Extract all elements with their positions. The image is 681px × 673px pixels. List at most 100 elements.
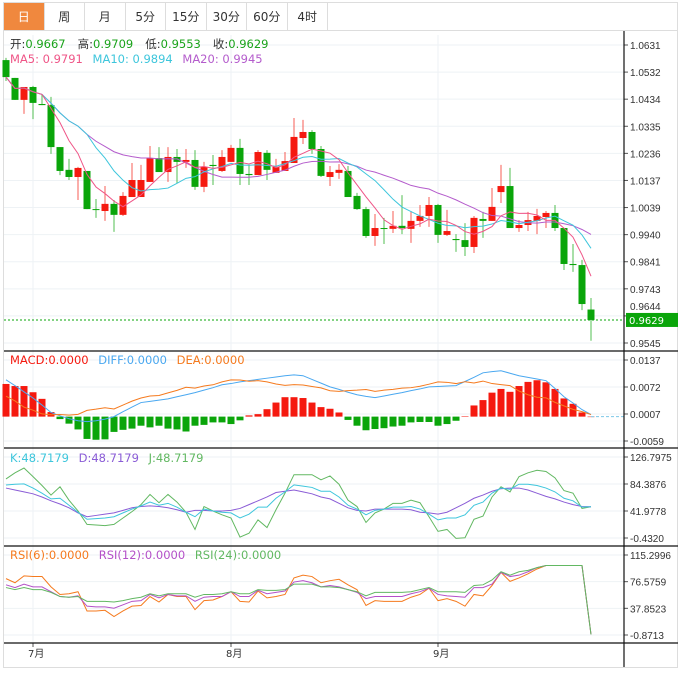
- rsi-legend: RSI(6):0.0000 RSI(12):0.0000 RSI(24):0.0…: [10, 549, 287, 562]
- candle-down: [191, 159, 199, 187]
- candle-up: [416, 215, 424, 221]
- macd-bar-negative: [218, 416, 226, 423]
- candle-up: [218, 156, 226, 171]
- tab-4[interactable]: 15分: [166, 3, 207, 30]
- macd-bar-positive: [254, 414, 262, 417]
- candle-up: [470, 217, 478, 247]
- ohlc-value: 0.9553: [160, 37, 201, 51]
- macd-bar-positive: [506, 391, 514, 417]
- price-tick-label: 0.9841: [630, 258, 661, 269]
- candle-down: [398, 225, 406, 229]
- macd-bar-negative: [56, 416, 64, 420]
- macd-bar-negative: [128, 416, 136, 429]
- macd-bar-positive: [308, 402, 316, 417]
- candle-down: [65, 169, 73, 177]
- macd-bar-positive: [542, 382, 550, 417]
- candle-up: [146, 158, 154, 182]
- macd-bar-positive: [29, 392, 37, 417]
- candle-up: [443, 231, 451, 235]
- tab-1[interactable]: 周: [45, 3, 85, 30]
- diff-label: DIFF:0.0000: [98, 353, 167, 367]
- price-tick-label: 1.0631: [630, 41, 661, 52]
- macd-bar-negative: [434, 416, 442, 426]
- candle-up: [371, 228, 379, 236]
- macd-bar-negative: [65, 416, 73, 424]
- tab-3[interactable]: 5分: [126, 3, 166, 30]
- ohlc-item: 高:0.9709: [78, 37, 140, 51]
- candle-down: [578, 265, 586, 305]
- macd-bar-negative: [92, 416, 100, 440]
- candle-up: [137, 180, 145, 198]
- price-tick-label: 0.9940: [630, 231, 661, 242]
- price-tick-label: 1.0137: [630, 176, 661, 187]
- macd-bar-positive: [461, 416, 469, 417]
- macd-bar-positive: [317, 407, 325, 417]
- macd-bar-positive: [560, 398, 568, 417]
- price-tick-label: 0.9545: [630, 339, 661, 350]
- j-line: [5, 467, 592, 539]
- x-axis-label: 8月: [226, 648, 242, 660]
- ohlc-item: 收:0.9629: [213, 37, 275, 51]
- price-tick-label: 1.0236: [630, 149, 661, 160]
- k-line: [5, 483, 592, 521]
- macd-bar-negative: [353, 416, 361, 426]
- rsi12-line: [5, 565, 592, 635]
- tab-0[interactable]: 日: [4, 3, 45, 30]
- candle-up: [119, 195, 127, 215]
- ohlc-value: 0.9667: [25, 37, 66, 51]
- candle-up: [74, 167, 82, 177]
- candle-up: [254, 152, 262, 176]
- macd-bar-positive: [470, 405, 478, 417]
- kdj-tick-label: 126.7975: [630, 453, 672, 464]
- tab-2[interactable]: 月: [85, 3, 126, 30]
- macd-bar-negative: [362, 416, 370, 431]
- macd-legend: MACD:0.0000 DIFF:0.0000 DEA:0.0000: [10, 354, 251, 367]
- macd-bar-positive: [2, 383, 10, 417]
- diff-line: [5, 370, 592, 423]
- candle-up: [227, 147, 235, 162]
- tab-6[interactable]: 60分: [247, 3, 288, 30]
- period-tabs: 日周月 5分 15分 30分 60分 4时: [3, 2, 678, 30]
- macd-bar-negative: [110, 416, 118, 432]
- rsi-tick-label: 37.8523: [630, 604, 667, 615]
- macd-label: MACD:0.0000: [10, 353, 89, 367]
- macd-bar-negative: [425, 416, 433, 422]
- x-axis-label: 9月: [433, 648, 449, 660]
- d-line: [5, 487, 592, 518]
- candle-down: [317, 148, 325, 176]
- chart-frame: [3, 30, 678, 668]
- candle-up: [101, 203, 109, 212]
- candle-up: [425, 204, 433, 216]
- rsi24-label: RSI(24):0.0000: [194, 548, 282, 562]
- macd-bar-positive: [38, 398, 46, 417]
- macd-bar-positive: [488, 392, 496, 417]
- candle-up: [128, 180, 136, 198]
- candle-down: [479, 218, 487, 221]
- price-tick-label: 1.0434: [630, 95, 661, 106]
- macd-tick-label: 0.0072: [630, 383, 661, 394]
- macd-bar-negative: [101, 416, 109, 440]
- tab-7[interactable]: 4时: [288, 3, 328, 30]
- candle-down: [452, 239, 460, 241]
- candle-down: [434, 204, 442, 235]
- current-price-badge: [626, 312, 678, 327]
- kdj-tick-label: 84.3876: [630, 480, 667, 491]
- ma5-line: [5, 76, 592, 277]
- candle-down: [308, 131, 316, 149]
- rsi-tick-label: 115.2996: [630, 551, 671, 562]
- kdj-tick-label: -0.4320: [630, 534, 664, 545]
- candle-up: [20, 86, 28, 100]
- candle-up: [515, 225, 523, 229]
- candle-down: [380, 228, 388, 230]
- candle-down: [56, 147, 64, 171]
- tab-5[interactable]: 30分: [207, 3, 247, 30]
- macd-bar-positive: [326, 408, 334, 417]
- ohlc-item: 开:0.9667: [10, 37, 72, 51]
- macd-bar-positive: [335, 412, 343, 417]
- candle-down: [29, 86, 37, 103]
- ma10-label: MA10: 0.9894: [92, 52, 173, 66]
- candle-down: [569, 263, 577, 266]
- macd-bar-positive: [272, 402, 280, 417]
- candle-down: [83, 170, 91, 210]
